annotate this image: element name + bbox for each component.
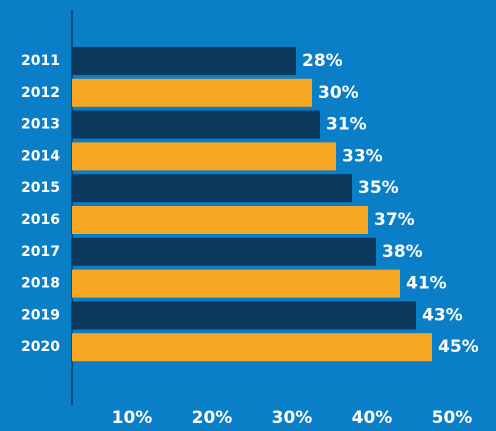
y-tick-label: 2013 [21,117,60,133]
x-tick-label: 20% [192,408,233,428]
value-label: 28% [302,51,343,71]
bar [72,269,400,298]
y-tick-label: 2014 [21,148,60,164]
bar [72,78,312,107]
value-label: 41% [406,274,447,294]
y-tick-label: 2020 [21,339,60,355]
value-label: 43% [422,305,463,325]
value-label: 38% [382,242,423,262]
bar [72,110,320,139]
x-tick-label: 50% [432,408,473,428]
x-tick-label: 10% [112,408,153,428]
bar [72,237,376,266]
y-tick-label: 2017 [21,244,60,260]
bar [72,174,352,203]
bar [72,142,336,171]
y-tick-label: 2018 [21,276,60,292]
value-label: 37% [374,210,415,230]
y-tick-label: 2016 [21,212,60,228]
y-tick-label: 2015 [21,180,60,196]
y-tick-label: 2012 [21,85,60,101]
bar [72,206,368,234]
value-label: 45% [438,337,479,357]
value-label: 33% [342,146,383,166]
x-tick-label: 40% [352,408,393,428]
y-tick-label: 2019 [21,307,60,323]
value-label: 30% [318,83,359,103]
value-label: 35% [358,178,399,198]
value-label: 31% [326,115,367,135]
x-tick-label: 30% [272,408,313,428]
bar [72,333,432,362]
bar [72,301,416,330]
y-tick-label: 2011 [21,53,60,69]
bar [72,47,296,75]
